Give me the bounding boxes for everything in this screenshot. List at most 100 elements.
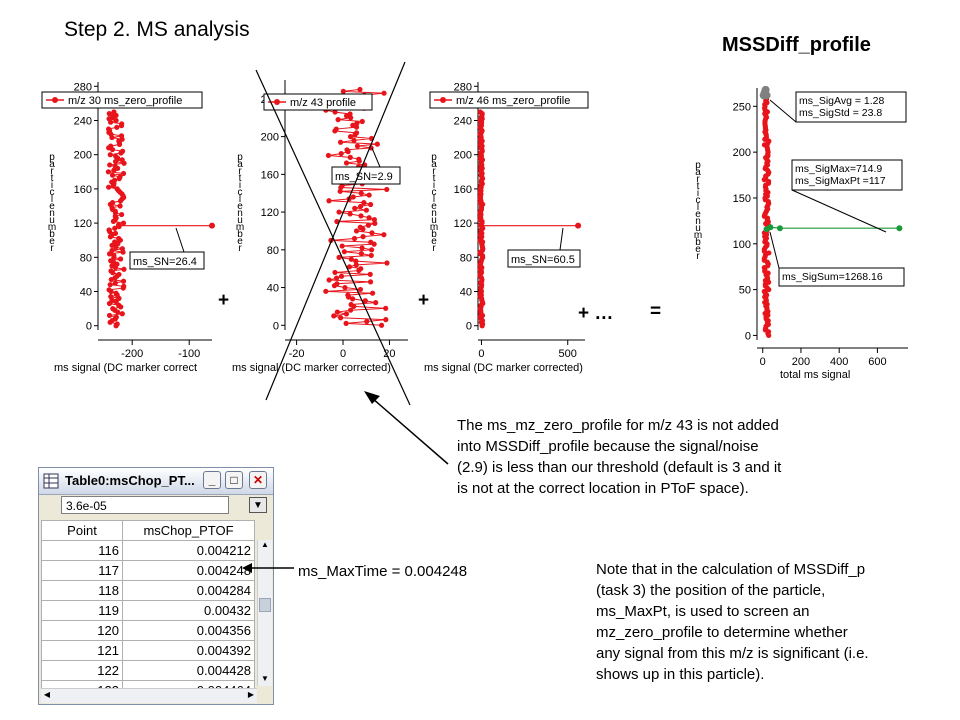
data-point — [766, 138, 772, 144]
annotation-leader — [769, 231, 780, 269]
table-row[interactable]: 120 0.004356 — [41, 620, 255, 641]
table-window-titlebar[interactable]: Table0:msChop_PT... _ □ ✕ — [39, 468, 273, 495]
scroll-up-icon[interactable]: ▲ — [261, 540, 269, 549]
x-axis-label: total ms signal — [780, 369, 850, 381]
entry-value-field[interactable]: 3.6e-05 — [61, 496, 229, 514]
data-point — [367, 271, 373, 277]
note-m43-line: is not at the correct location in PToF s… — [457, 480, 749, 497]
data-point — [112, 239, 118, 245]
data-point — [114, 321, 120, 327]
minimize-button[interactable]: _ — [203, 471, 221, 489]
point-cell[interactable]: 119 — [41, 600, 123, 621]
data-point — [120, 278, 127, 284]
column-header-point[interactable]: Point — [41, 520, 123, 541]
x-tick-label: -200 — [121, 348, 143, 360]
y-tick-label: 40 — [267, 283, 279, 295]
y-tick-label: 250 — [733, 101, 751, 113]
chart-panel-mssdiff: 0 50 100 150 200 250 0 200 400 600 total ms signal… — [694, 85, 908, 381]
value-cell[interactable]: 0.004248 — [122, 560, 255, 581]
y-tick-label: 160 — [74, 184, 92, 196]
data-point — [338, 273, 345, 279]
data-point — [384, 260, 390, 266]
y-tick-label: 0 — [466, 321, 472, 333]
vertical-scrollbar[interactable]: ▲ ▼ — [257, 540, 272, 686]
data-point — [766, 250, 772, 256]
data-point — [358, 266, 364, 272]
value-cell[interactable]: 0.004428 — [122, 660, 255, 681]
point-cell[interactable]: 117 — [41, 560, 123, 581]
data-point — [353, 130, 360, 136]
close-button[interactable]: ✕ — [249, 471, 267, 489]
column-header-mschop[interactable]: msChop_PTOF — [122, 520, 255, 541]
data-point — [344, 147, 350, 153]
data-point — [119, 121, 125, 127]
data-point — [340, 88, 346, 94]
x-axis-label: ms signal (DC marker corrected) — [424, 362, 583, 374]
data-point — [334, 309, 340, 315]
table-row[interactable]: 117 0.004248 — [41, 560, 255, 581]
table-row[interactable]: 121 0.004392 — [41, 640, 255, 661]
dropdown-arrow-icon[interactable]: ▼ — [249, 497, 267, 513]
scroll-left-icon[interactable]: ◀ — [43, 690, 51, 699]
annotation-text: ms_SigSum=1268.16 — [782, 271, 883, 283]
data-point — [343, 320, 349, 326]
legend-label: m/z 46 ms_zero_profile — [456, 95, 570, 107]
table-row[interactable]: 122 0.004428 — [41, 660, 255, 681]
data-point — [350, 194, 356, 200]
scroll-down-icon[interactable]: ▼ — [261, 674, 269, 683]
maximize-button[interactable]: □ — [225, 471, 243, 489]
scroll-right-icon[interactable]: ▶ — [247, 690, 255, 699]
note-mssdiff-line: mz_zero_profile to determine whether — [596, 624, 848, 641]
data-point — [326, 198, 332, 204]
point-cell[interactable]: 122 — [41, 660, 123, 681]
note-mssdiff-line: ms_MaxPt, is used to screen an — [596, 603, 810, 620]
point-cell[interactable]: 118 — [41, 580, 123, 601]
data-point — [109, 199, 116, 206]
point-cell[interactable]: 116 — [41, 540, 123, 561]
table-header-row: Point msChop_PTOF — [41, 520, 255, 541]
annotation-text: ms_SigMaxPt =117 — [795, 175, 886, 187]
data-point — [107, 152, 113, 158]
data-point — [368, 252, 374, 259]
data-point — [343, 311, 350, 317]
data-point — [362, 298, 368, 304]
data-point — [117, 203, 123, 209]
data-point — [336, 209, 342, 215]
data-point — [121, 266, 127, 272]
data-point — [106, 111, 112, 117]
data-point — [358, 190, 364, 196]
table-row[interactable]: 118 0.004284 — [41, 580, 255, 601]
point-cell[interactable]: 120 — [41, 620, 123, 641]
value-cell[interactable]: 0.00432 — [122, 600, 255, 621]
horizontal-scrollbar[interactable]: ◀ ▶ — [41, 688, 257, 703]
data-point — [109, 172, 116, 178]
value-cell[interactable]: 0.004392 — [122, 640, 255, 661]
annotation-leader — [371, 147, 381, 168]
x-tick-label: 0 — [340, 348, 346, 360]
value-cell[interactable]: 0.004284 — [122, 580, 255, 601]
data-point — [343, 160, 350, 166]
data-point — [347, 111, 353, 117]
data-point — [368, 135, 375, 142]
data-point — [369, 290, 376, 296]
table-row[interactable]: 119 0.00432 — [41, 600, 255, 621]
data-point — [108, 258, 114, 264]
data-point — [359, 245, 365, 251]
plus-operator-2: + — [418, 290, 430, 311]
y-tick-label: 40 — [80, 287, 92, 299]
y-tick-label: 80 — [80, 252, 92, 264]
data-point — [374, 141, 380, 147]
data-point — [358, 250, 364, 257]
value-cell[interactable]: 0.004356 — [122, 620, 255, 641]
x-tick-label: 0 — [478, 348, 484, 360]
value-cell[interactable]: 0.004212 — [122, 540, 255, 561]
spike-point — [575, 222, 582, 229]
annotation-box — [507, 249, 581, 268]
table-window[interactable]: Table0:msChop_PT... _ □ ✕ 3.6e-05 ▼ Poin… — [38, 467, 274, 705]
data-point — [331, 313, 337, 319]
table-row[interactable]: 116 0.004212 — [41, 540, 255, 561]
point-cell[interactable]: 121 — [41, 640, 123, 661]
scroll-thumb[interactable] — [259, 598, 271, 612]
